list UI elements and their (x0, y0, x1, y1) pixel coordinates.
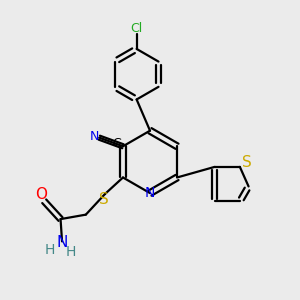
Text: O: O (34, 187, 46, 202)
Text: Cl: Cl (130, 22, 143, 34)
Text: S: S (99, 192, 109, 207)
Text: H: H (44, 243, 55, 257)
Text: N: N (145, 186, 155, 200)
Text: H: H (66, 245, 76, 259)
Text: N: N (90, 130, 100, 143)
Text: N: N (56, 236, 68, 250)
Text: C: C (113, 137, 122, 150)
Text: S: S (242, 155, 251, 170)
